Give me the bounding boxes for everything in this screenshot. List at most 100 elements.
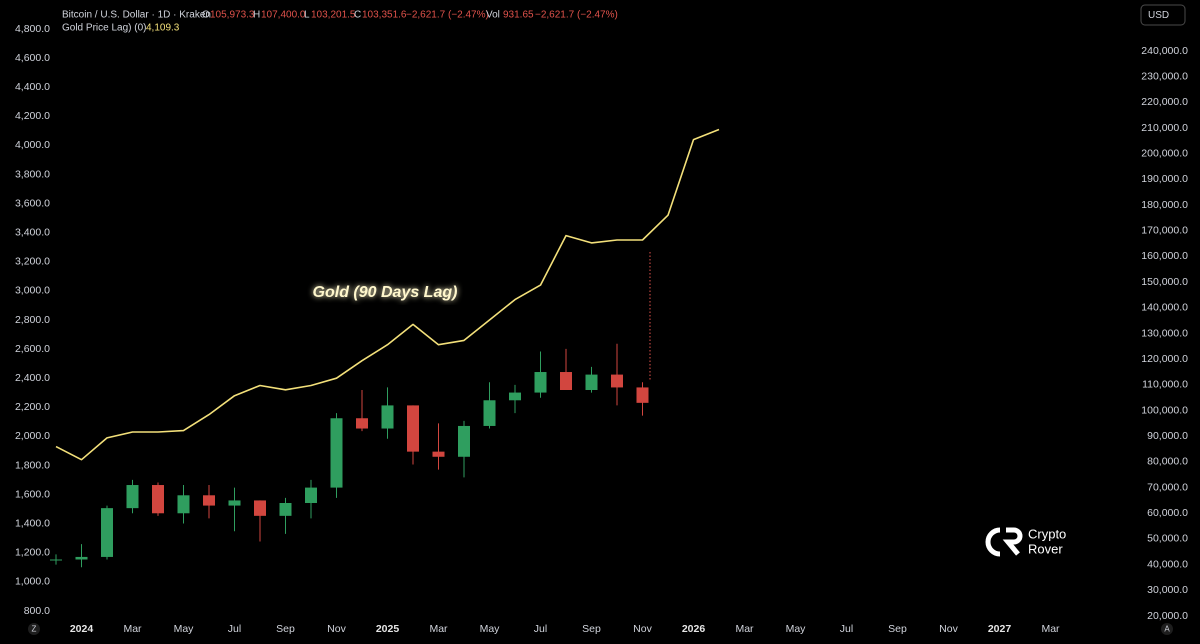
x-tick-label: May — [174, 623, 195, 635]
candle-body — [101, 508, 113, 557]
y2-tick-label: 220,000.0 — [1141, 96, 1188, 108]
x-tick-label: Jul — [534, 623, 547, 635]
corner-button[interactable] — [28, 623, 40, 635]
y-tick-label: 2,000.0 — [15, 430, 50, 442]
plot-area — [50, 128, 720, 568]
logo-r — [1002, 527, 1023, 556]
y2-tick-label: 100,000.0 — [1141, 404, 1188, 416]
x-tick-label: May — [786, 623, 807, 635]
x-tick-label: May — [480, 623, 501, 635]
y2-tick-label: 40,000.0 — [1147, 558, 1188, 570]
y-tick-label: 1,000.0 — [15, 576, 50, 588]
x-tick-label: Jul — [840, 623, 853, 635]
candle-body — [152, 485, 164, 514]
y-tick-label: 2,200.0 — [15, 401, 50, 413]
x-tick-label: Mar — [429, 623, 448, 635]
y2-tick-label: 30,000.0 — [1147, 584, 1188, 596]
indicator-value: 4,109.3 — [146, 23, 180, 34]
candle-body — [305, 487, 317, 503]
brand-logo: Crypto Rover — [985, 526, 1066, 557]
x-tick-label: 2026 — [682, 623, 706, 635]
y-tick-label: 3,200.0 — [15, 256, 50, 268]
y-tick-label: 1,800.0 — [15, 459, 50, 471]
ohlc-value: 105,973.3 — [210, 10, 255, 21]
y2-tick-label: 80,000.0 — [1147, 456, 1188, 468]
candle-body — [126, 485, 139, 509]
ohlc-value: 103,351.6 — [362, 10, 407, 21]
candle-body — [279, 503, 292, 516]
y-tick-label: 2,400.0 — [15, 372, 50, 384]
corner-label[interactable]: Z — [32, 625, 37, 634]
currency-label[interactable]: USD — [1148, 10, 1169, 21]
x-tick-label: 2027 — [988, 623, 1012, 635]
y-tick-label: 4,200.0 — [15, 110, 50, 122]
y2-tick-label: 210,000.0 — [1141, 122, 1188, 134]
x-tick-label: 2024 — [70, 623, 94, 635]
y2-tick-label: 120,000.0 — [1141, 353, 1188, 365]
y-tick-label: 3,800.0 — [15, 168, 50, 180]
candle-body — [330, 418, 343, 488]
y-tick-label: 4,400.0 — [15, 81, 50, 93]
y2-tick-label: 180,000.0 — [1141, 199, 1188, 211]
candle-body — [177, 495, 190, 514]
volume-key: Vol — [486, 10, 500, 21]
candle-body — [432, 451, 445, 457]
y2-tick-label: 190,000.0 — [1141, 173, 1188, 185]
y2-tick-label: 170,000.0 — [1141, 225, 1188, 237]
x-tick-label: Nov — [939, 623, 958, 635]
candle-body — [203, 495, 215, 506]
y2-tick-label: 240,000.0 — [1141, 45, 1188, 57]
y2-tick-label: 130,000.0 — [1141, 327, 1188, 339]
x-tick-label: Nov — [327, 623, 346, 635]
y2-tick-label: 60,000.0 — [1147, 507, 1188, 519]
corner-button[interactable] — [1161, 623, 1173, 635]
legend-header: Bitcoin / U.S. Dollar · 1D · Kraken O 10… — [62, 10, 618, 34]
logo-c — [985, 527, 1001, 557]
y-tick-label: 1,600.0 — [15, 488, 50, 500]
y2-tick-label: 70,000.0 — [1147, 481, 1188, 493]
x-tick-label: Jul — [228, 623, 241, 635]
ohlc-key: L — [304, 10, 310, 21]
annotation: Gold (90 Days Lag) — [313, 284, 458, 301]
indicator-name: Gold Price Lag) (0) — [62, 23, 146, 34]
candle-body — [636, 387, 649, 403]
y2-tick-label: 50,000.0 — [1147, 533, 1188, 545]
x-tick-label: 2025 — [376, 623, 400, 635]
symbol: Bitcoin / U.S. Dollar · 1D · Kraken — [62, 10, 211, 21]
candle-body — [50, 559, 62, 561]
brand-text: Crypto — [1028, 526, 1066, 541]
y-tick-label: 4,800.0 — [15, 23, 50, 35]
candle-body — [483, 400, 496, 426]
candle-body — [407, 405, 419, 452]
y2-tick-label: 140,000.0 — [1141, 302, 1188, 314]
y-tick-label: 4,600.0 — [15, 52, 50, 64]
y2-tick-label: 200,000.0 — [1141, 148, 1188, 160]
y-tick-label: 3,000.0 — [15, 285, 50, 297]
volume-value: 931.65 — [503, 10, 534, 21]
ohlc-value: 103,201.5 — [311, 10, 356, 21]
currency-button[interactable] — [1140, 4, 1186, 26]
candle-body — [534, 372, 547, 393]
y-tick-label: 3,600.0 — [15, 197, 50, 209]
y2-tick-label: 230,000.0 — [1141, 70, 1188, 82]
corner-label[interactable]: A — [1164, 625, 1170, 634]
brand-text: Rover — [1028, 541, 1063, 556]
x-tick-label: Mar — [735, 623, 754, 635]
y2-tick-label: 150,000.0 — [1141, 276, 1188, 288]
ohlc-value: 107,400.0 — [261, 10, 306, 21]
x-tick-label: Sep — [276, 623, 295, 635]
y-tick-label: 4,000.0 — [15, 139, 50, 151]
candle-body — [254, 500, 266, 516]
x-tick-label: Sep — [888, 623, 907, 635]
candle-body — [75, 556, 88, 560]
candle-body — [560, 372, 572, 390]
volume-change: −2,621.7 (−2.47%) — [535, 10, 618, 21]
y-tick-label: 1,200.0 — [15, 547, 50, 559]
candle-body — [611, 374, 623, 388]
ohlc-key: H — [253, 10, 260, 21]
y2-tick-label: 160,000.0 — [1141, 250, 1188, 262]
candle-body — [509, 392, 521, 401]
